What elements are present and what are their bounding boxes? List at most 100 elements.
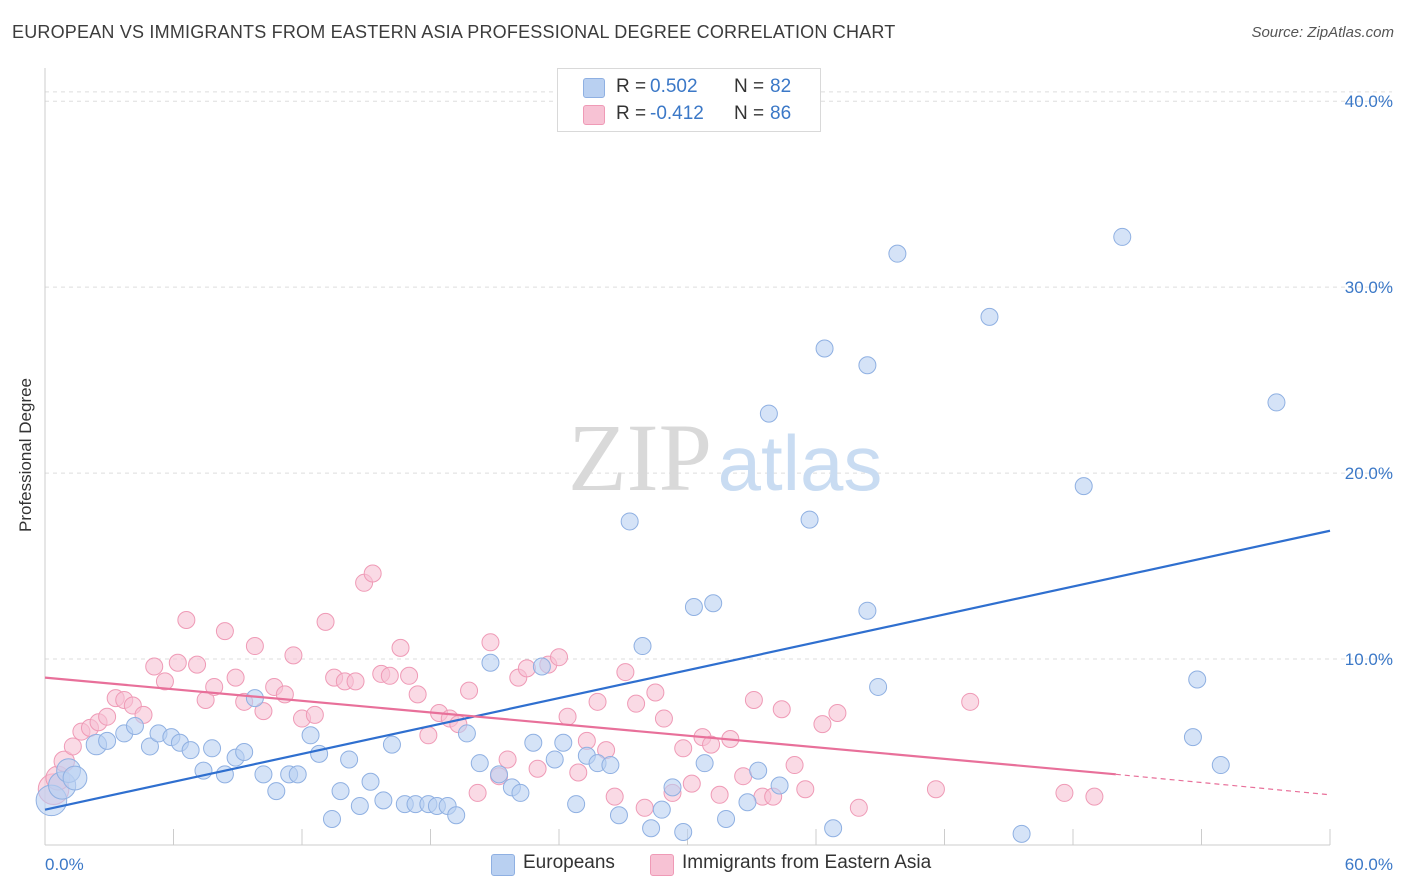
immigrants-point (517, 659, 536, 678)
immigrants-point (400, 666, 419, 685)
europeans-point (1074, 477, 1093, 496)
europeans-point (470, 754, 489, 773)
immigrants-point (558, 707, 577, 726)
stat-r-label: R = (616, 103, 647, 124)
europeans-point (140, 737, 159, 756)
axes (44, 68, 1331, 846)
europeans-point (888, 244, 907, 263)
europeans-point (609, 806, 628, 825)
stat-r-value: -0.412 (650, 103, 704, 124)
immigrants-point (1085, 787, 1104, 806)
europeans-point (824, 819, 843, 838)
europeans-point (235, 743, 254, 762)
y-tick-label: 30.0% (1345, 278, 1393, 297)
immigrants-point (796, 780, 815, 799)
europeans-point (361, 772, 380, 791)
immigrants-point (205, 677, 224, 696)
europeans-point (288, 765, 307, 784)
europeans-point (858, 356, 877, 375)
legend-label: Immigrants from Eastern Asia (682, 852, 932, 873)
immigrants-point (828, 703, 847, 722)
europeans-point (642, 819, 661, 838)
stat-n-value: 82 (770, 76, 792, 97)
immigrants-point (226, 668, 245, 687)
immigrants-point (408, 685, 427, 704)
europeans-point (254, 765, 273, 784)
source-credit: Source: ZipAtlas.com (1251, 24, 1394, 41)
europeans-point (1012, 824, 1031, 843)
stats-box: R = 0.502 N = 82 R = -0.412 N = 86 (557, 68, 821, 132)
immigrants-point (734, 767, 753, 786)
europeans-point (633, 637, 652, 656)
immigrants-point (926, 780, 945, 799)
immigrants-point (468, 783, 487, 802)
europeans-point (684, 597, 703, 616)
chart-title: EUROPEAN VS IMMIGRANTS FROM EASTERN ASIA… (12, 22, 896, 42)
europeans-point (815, 339, 834, 358)
stat-swatch-blue (583, 78, 605, 98)
europeans-point (1267, 393, 1286, 412)
europeans-point (490, 765, 509, 784)
europeans-point (800, 510, 819, 529)
stat-r-value: 0.502 (650, 76, 698, 97)
europeans-point (717, 809, 736, 828)
immigrants-point (460, 681, 479, 700)
immigrants-point (63, 737, 82, 756)
immigrants-point (710, 785, 729, 804)
immigrants-point (772, 700, 791, 719)
watermark-zip: ZIP (568, 404, 712, 511)
immigrants-point (498, 750, 517, 769)
immigrants-point (785, 756, 804, 775)
immigrants-point (627, 694, 646, 713)
europeans-point (674, 822, 693, 841)
europeans-point (62, 765, 88, 791)
watermark-atlas: atlas (718, 419, 883, 507)
europeans-point (382, 735, 401, 754)
stat-n-value: 86 (770, 103, 792, 124)
europeans-point (331, 782, 350, 801)
europeans-point (98, 731, 117, 750)
europeans-point (181, 741, 200, 760)
europeans-point (350, 796, 369, 815)
immigrants-point (813, 715, 832, 734)
europeans-point (322, 809, 341, 828)
y-tick-label: 40.0% (1345, 92, 1393, 111)
immigrants-point (550, 648, 568, 667)
europeans-point (567, 795, 586, 814)
europeans-point (1183, 728, 1202, 747)
immigrants-point (481, 633, 500, 652)
legend-swatch-blue (491, 854, 515, 876)
immigrants-point (245, 637, 264, 656)
trend-lines (44, 529, 1331, 811)
europeans-point (481, 653, 500, 672)
immigrants-point (682, 774, 701, 793)
immigrants-point (654, 709, 673, 728)
europeans-point (980, 307, 999, 326)
immigrants-point (849, 798, 868, 817)
stat-r-label: R = (616, 76, 647, 97)
europeans-point (601, 756, 620, 775)
europeans-point (340, 750, 359, 769)
europeans-point (620, 512, 639, 531)
y-tick-label: 20.0% (1345, 464, 1393, 483)
immigrants-point (145, 657, 164, 676)
immigrants-point (380, 666, 399, 685)
immigrants-point (305, 705, 324, 724)
x-tick-label: 60.0% (1345, 855, 1393, 874)
immigrants-trend-extension (1115, 773, 1331, 796)
immigrants-point (284, 646, 303, 665)
immigrants-point (528, 759, 547, 778)
immigrants-point (961, 692, 980, 711)
europeans-point (301, 726, 320, 745)
immigrants-trend-line (44, 676, 1116, 776)
europeans-point (125, 716, 144, 735)
europeans-point (759, 404, 778, 423)
immigrants-point (588, 692, 607, 711)
immigrants-point (1055, 783, 1074, 802)
immigrants-point (674, 739, 693, 758)
europeans-point (652, 800, 671, 819)
immigrants-point (177, 610, 196, 629)
stat-swatch-pink (583, 105, 605, 125)
stat-n-label: N = (734, 103, 765, 124)
stat-n-label: N = (734, 76, 765, 97)
